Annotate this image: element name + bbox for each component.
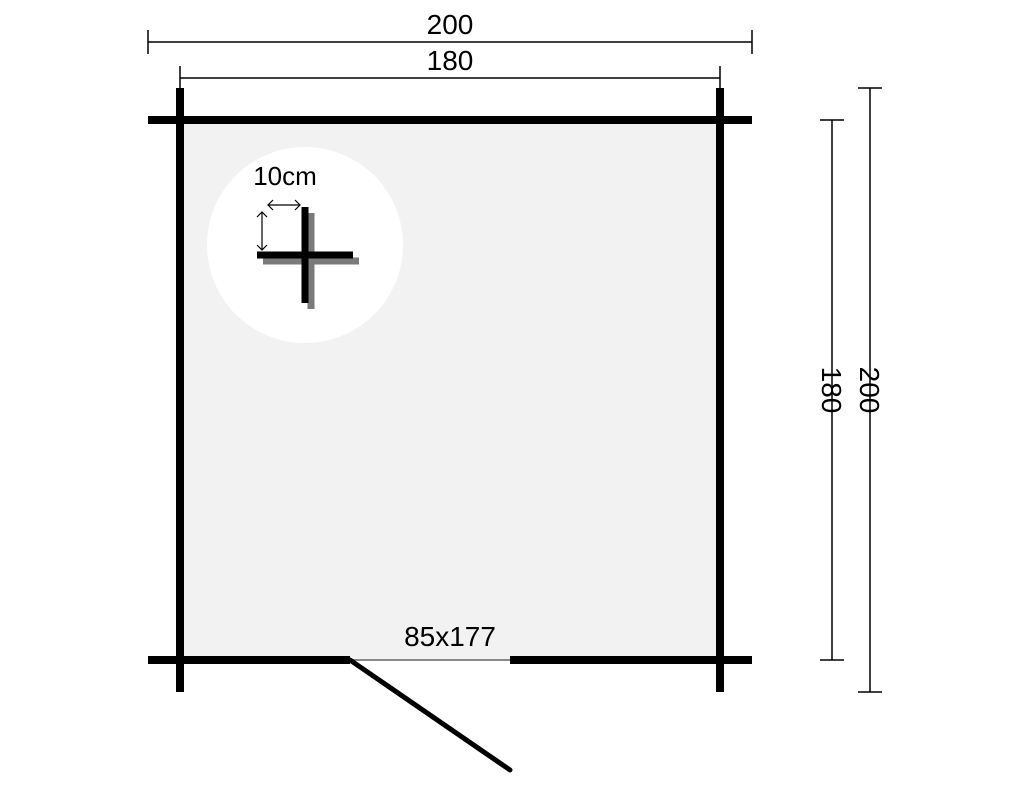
door-label: 85x177 (404, 621, 496, 652)
dim-right-inner: 180 (816, 120, 847, 660)
dim-top-inner-label: 180 (427, 45, 474, 76)
corner-detail: 10cm (207, 147, 403, 343)
dim-right-outer-label: 200 (854, 367, 885, 414)
detail-label: 10cm (253, 161, 317, 191)
door-swing (350, 660, 510, 770)
dim-top-inner: 180 (180, 45, 720, 90)
dim-right-inner-label: 180 (816, 367, 847, 414)
dim-top-outer-label: 200 (427, 9, 474, 40)
dim-right-outer: 200 (854, 88, 885, 692)
